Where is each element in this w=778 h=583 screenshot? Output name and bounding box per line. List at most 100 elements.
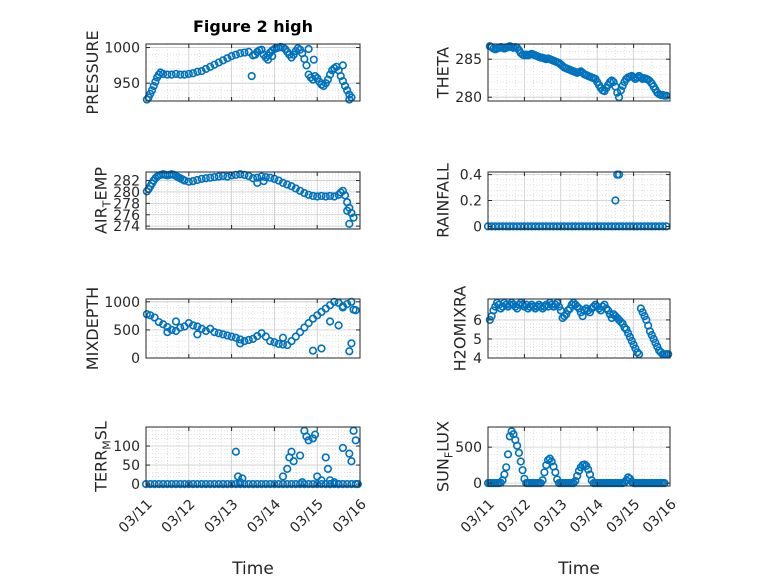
data-point <box>289 457 298 466</box>
data-point <box>513 441 522 450</box>
data-point <box>300 323 309 332</box>
data-point <box>325 476 335 485</box>
data-point <box>338 61 347 70</box>
data-point <box>310 71 320 81</box>
data-point <box>214 479 223 489</box>
axis-box <box>487 426 671 487</box>
data-point <box>167 479 176 489</box>
data-point <box>310 430 320 439</box>
chart-title: Figure 2 high <box>193 17 313 36</box>
data-point <box>231 447 240 456</box>
data-point <box>274 479 283 489</box>
data-point <box>210 60 219 69</box>
y-tick-label: 500 <box>455 440 482 456</box>
data-point <box>345 347 354 356</box>
data-point <box>188 177 198 186</box>
y-axis-label: SUNFLUX <box>434 421 456 492</box>
data-point <box>542 461 551 470</box>
data-point <box>236 49 245 58</box>
y-tick-label: 278 <box>113 196 140 212</box>
y-tick-label: 5 <box>473 332 482 348</box>
y-tick-label: 274 <box>113 219 140 235</box>
data-point <box>620 323 629 332</box>
data-point <box>317 476 326 485</box>
y-axis-label-rest: LUX <box>434 421 453 452</box>
data-point <box>283 464 292 473</box>
data-point <box>268 52 277 61</box>
x-tick-label: 03/14 <box>244 496 284 536</box>
data-point <box>171 317 181 326</box>
data-point <box>607 76 616 85</box>
data-point <box>201 479 211 489</box>
data-point <box>278 479 288 489</box>
y-axis-label: AIRTEMP <box>92 167 114 234</box>
data-point <box>218 479 228 489</box>
data-point <box>163 479 172 489</box>
data-point <box>325 479 335 489</box>
subplot-4: 0 0.2 0.4 RAINFALL <box>434 163 671 238</box>
data-point <box>218 171 228 181</box>
data-point <box>308 191 318 201</box>
y-tick-label: 1000 <box>104 295 140 311</box>
y-tick-label: 0 <box>473 219 482 235</box>
x-tick-label: 03/11 <box>116 496 156 536</box>
y-axis-label-main: SUN <box>434 458 453 492</box>
data-point <box>231 479 240 489</box>
y-tick-label: 1000 <box>104 41 140 57</box>
data-point <box>257 172 266 181</box>
data-point <box>616 86 625 95</box>
data-point <box>338 443 347 453</box>
data-point <box>611 196 620 205</box>
data-point <box>338 186 347 195</box>
data-point <box>347 457 356 466</box>
data-point <box>218 330 228 339</box>
data-point <box>602 304 611 313</box>
y-axis-label-subscript: T <box>101 200 114 208</box>
data-point <box>184 319 193 328</box>
data-point <box>330 192 339 201</box>
data-point <box>193 322 202 331</box>
data-point <box>248 174 258 183</box>
data-point <box>573 302 582 311</box>
data-point <box>317 344 326 353</box>
data-point <box>317 479 326 489</box>
data-point <box>349 305 358 314</box>
data-point <box>210 173 219 182</box>
data-point <box>496 304 505 313</box>
data-point <box>180 479 189 489</box>
data-point <box>278 178 288 187</box>
data-point <box>330 478 339 487</box>
plot-area <box>488 427 670 486</box>
data-point <box>287 337 296 346</box>
data-point <box>343 206 352 215</box>
axis-box <box>145 171 361 230</box>
data-point <box>176 479 185 489</box>
data-point <box>516 457 525 466</box>
y-tick-label: 282 <box>113 174 140 190</box>
data-point <box>214 172 223 181</box>
data-point <box>283 180 292 189</box>
data-point <box>321 192 330 201</box>
axis-box <box>145 426 361 487</box>
data-point <box>236 339 245 348</box>
data-point <box>184 177 193 186</box>
data-point <box>633 348 642 357</box>
y-tick-label: 0.4 <box>460 168 482 184</box>
data-point <box>295 451 305 460</box>
data-point <box>274 176 283 185</box>
data-point <box>325 191 335 201</box>
data-point <box>317 191 326 201</box>
data-point <box>253 479 262 489</box>
y-tick-label: 950 <box>113 76 140 92</box>
data-point <box>325 70 335 79</box>
data-point <box>231 333 240 342</box>
data-point <box>298 478 307 487</box>
data-point <box>334 479 343 489</box>
series-markers <box>142 42 356 104</box>
data-point <box>159 69 168 79</box>
series-markers <box>483 170 671 231</box>
data-point <box>197 479 206 489</box>
data-point <box>197 66 206 76</box>
y-tick-label: 0 <box>131 477 140 493</box>
